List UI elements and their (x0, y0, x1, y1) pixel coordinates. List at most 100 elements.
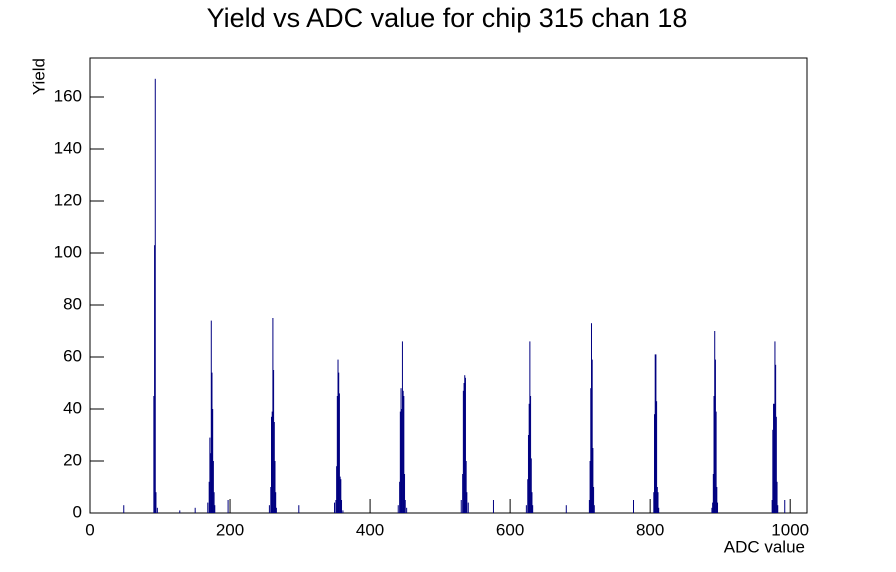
histogram-bin (528, 403, 530, 513)
y-tick-label: 60 (63, 346, 82, 365)
histogram-bin (403, 396, 405, 513)
histogram-bin (771, 500, 773, 513)
histogram-bin (713, 396, 715, 513)
histogram-bin (399, 481, 401, 513)
histogram-bin (194, 507, 196, 513)
histogram-bin (227, 500, 229, 513)
histogram-bin (179, 510, 181, 513)
histogram-bin (272, 318, 274, 513)
histogram-bin (492, 500, 494, 513)
histogram-bin (341, 500, 343, 513)
histogram-bin (711, 507, 713, 513)
chart-title: Yield vs ADC value for chip 315 chan 18 (207, 3, 688, 33)
histogram-bin (208, 481, 210, 513)
y-tick-label: 0 (73, 502, 82, 521)
plot-frame (89, 57, 808, 514)
histogram-bin (210, 453, 212, 513)
histogram-bin (525, 505, 527, 513)
histogram-bin (590, 388, 592, 513)
histogram-bin (275, 492, 277, 513)
histogram-bin (527, 479, 529, 513)
histogram-bin (593, 487, 595, 513)
histogram-bin (657, 492, 659, 513)
histogram-bin (464, 375, 466, 513)
histogram-bin (714, 359, 716, 513)
histogram-bin (212, 409, 214, 513)
histogram-bin (467, 502, 469, 513)
x-tick-label: 600 (496, 520, 524, 539)
x-axis-label: ADC value (724, 537, 805, 556)
histogram-bin (212, 461, 214, 513)
histogram-bin (336, 466, 338, 513)
histogram-bin (214, 505, 216, 513)
x-tick-label: 1000 (771, 520, 809, 539)
histogram-bin (404, 474, 406, 513)
histogram-bin (714, 331, 716, 513)
histogram-bin (298, 505, 300, 513)
histogram-bin (156, 507, 158, 513)
histogram-bin (712, 502, 714, 513)
histogram-bin (271, 416, 273, 513)
y-axis-label: Yield (29, 58, 48, 95)
histogram-bin (775, 416, 777, 513)
histogram-bin (530, 458, 532, 513)
histogram-bin (592, 448, 594, 513)
y-tick-label: 100 (54, 242, 82, 261)
y-tick-label: 140 (54, 138, 82, 157)
histogram-bin (338, 372, 340, 513)
histogram-bin (775, 364, 777, 513)
histogram-bin (153, 396, 155, 513)
histogram-bin (270, 487, 272, 513)
histogram-bin (715, 411, 717, 513)
histogram-bin (588, 500, 590, 513)
histogram-bin (462, 390, 464, 513)
x-tick-label: 800 (636, 520, 664, 539)
histogram-bin (339, 476, 341, 513)
histogram-bin (123, 505, 125, 513)
histogram-bin (530, 396, 532, 513)
histogram-bin (773, 403, 775, 513)
histogram-bin (591, 359, 593, 513)
histogram-bin (773, 403, 775, 513)
histogram-bin (404, 500, 406, 513)
histogram-bin (656, 487, 658, 513)
histogram-bin (465, 461, 467, 513)
histogram-bin (784, 500, 786, 513)
histogram-bin (462, 474, 464, 513)
histogram-bin (399, 411, 401, 513)
histogram-bin (154, 78, 156, 514)
histogram-bin (655, 354, 657, 513)
histogram-bin (273, 422, 275, 513)
histogram-bin (273, 370, 275, 513)
y-tick-label: 20 (63, 450, 82, 469)
histogram-bin (402, 390, 404, 513)
histogram-bin (654, 354, 656, 513)
histogram-bin (654, 414, 656, 513)
y-tick-label: 40 (63, 398, 82, 417)
histogram-bin (397, 505, 399, 513)
y-tick-label: 120 (54, 190, 82, 209)
histogram-bin (774, 341, 776, 513)
x-tick-label: 400 (356, 520, 384, 539)
histogram-bin (532, 505, 534, 513)
histogram-bin (274, 461, 276, 513)
histogram-bin (211, 372, 213, 513)
y-tick-label: 80 (63, 294, 82, 313)
histogram-bin (155, 492, 157, 513)
x-tick-label: 0 (85, 520, 94, 539)
histogram-bin (590, 323, 592, 513)
histogram-bin (401, 409, 403, 513)
histogram-bin (653, 492, 655, 513)
histogram-bin (776, 481, 778, 513)
histogram-bin (466, 492, 468, 513)
histogram-bin (207, 502, 209, 513)
histogram-bin (268, 505, 270, 513)
histogram-bin (565, 505, 567, 513)
histogram-bin (656, 401, 658, 513)
histogram-bin (716, 487, 718, 513)
histogram-bin (589, 461, 591, 513)
histogram-bin (531, 492, 533, 513)
histogram-bin (658, 507, 660, 513)
histogram-bin (712, 474, 714, 513)
